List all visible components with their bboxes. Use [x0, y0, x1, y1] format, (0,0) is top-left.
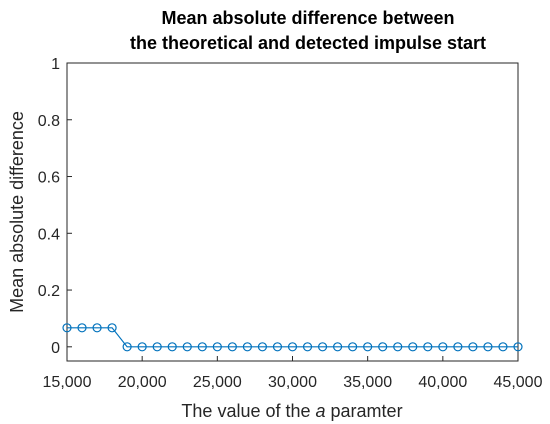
- y-tick-label: 0.6: [38, 170, 60, 187]
- data-point: [468, 342, 478, 352]
- data-point: [453, 342, 463, 352]
- y-tick-label: 0.2: [38, 283, 60, 300]
- plot-area: [66, 62, 519, 362]
- x-tick-label: 30,000: [268, 374, 317, 391]
- data-point: [77, 323, 87, 333]
- chart-title-line-2: the theoretical and detected impulse sta…: [130, 33, 486, 53]
- y-axis-label: Mean absolute difference: [7, 111, 27, 313]
- data-point: [333, 342, 343, 352]
- data-point: [167, 342, 177, 352]
- data-point: [92, 323, 102, 333]
- data-point: [438, 342, 448, 352]
- y-axis: 0 0.2 0.4 0.6 0.8 1: [38, 56, 72, 357]
- data-point: [197, 342, 207, 352]
- data-point: [363, 342, 373, 352]
- data-point: [408, 342, 418, 352]
- data-point: [483, 342, 493, 352]
- data-point: [393, 342, 403, 352]
- x-tick-label: 45,000: [494, 374, 543, 391]
- y-tick-label: 0: [51, 340, 60, 357]
- data-point: [107, 323, 117, 333]
- data-point: [212, 342, 222, 352]
- data-point: [423, 342, 433, 352]
- y-tick-label: 0.4: [38, 226, 60, 243]
- data-point: [348, 342, 358, 352]
- y-tick-label: 1: [51, 56, 60, 73]
- data-point: [227, 342, 237, 352]
- data-point: [137, 342, 147, 352]
- data-point: [513, 342, 523, 352]
- data-point: [62, 323, 72, 333]
- data-point: [122, 342, 132, 352]
- data-point: [152, 342, 162, 352]
- y-tick-label: 0.8: [38, 113, 60, 130]
- x-axis-label: The value of the a paramter: [181, 401, 402, 421]
- x-axis: 15,000 20,000 25,000 30,000 35,000 40,000 45,0…: [43, 356, 543, 391]
- x-tick-label: 25,000: [193, 374, 242, 391]
- data-point: [287, 342, 298, 352]
- data-point: [257, 342, 268, 352]
- data-series: [62, 323, 523, 352]
- data-point: [242, 342, 252, 352]
- data-point: [272, 342, 283, 352]
- x-tick-label: 20,000: [118, 374, 167, 391]
- x-tick-label: 15,000: [43, 374, 92, 391]
- x-tick-label: 40,000: [418, 374, 467, 391]
- data-point: [317, 342, 328, 352]
- x-tick-label: 35,000: [343, 374, 392, 391]
- series-line: [67, 327, 518, 348]
- data-point: [302, 342, 313, 352]
- chart-title-line-1: Mean absolute difference between: [161, 8, 454, 28]
- data-point: [182, 342, 192, 352]
- data-point: [498, 342, 508, 352]
- data-point: [378, 342, 388, 352]
